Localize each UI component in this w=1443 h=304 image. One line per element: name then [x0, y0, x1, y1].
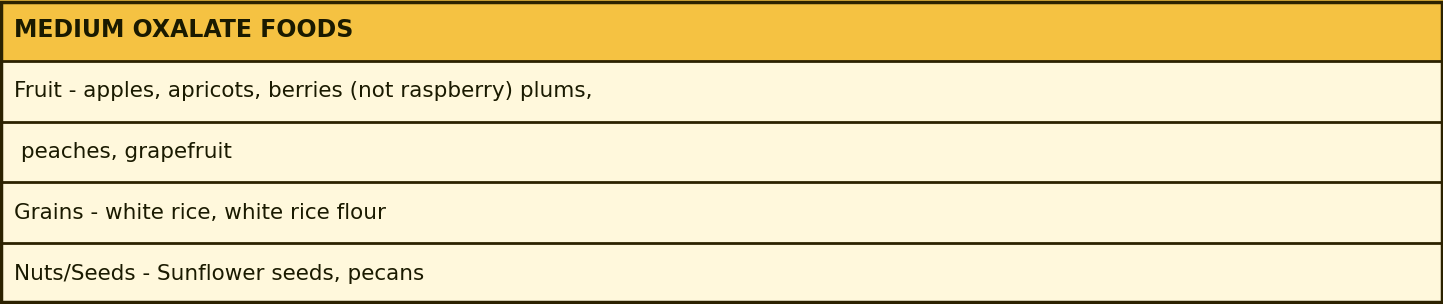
Text: Grains - white rice, white rice flour: Grains - white rice, white rice flour — [14, 203, 387, 223]
Text: peaches, grapefruit: peaches, grapefruit — [14, 142, 232, 162]
Text: MEDIUM OXALATE FOODS: MEDIUM OXALATE FOODS — [14, 19, 354, 42]
FancyBboxPatch shape — [0, 0, 1443, 61]
Text: Fruit - apples, apricots, berries (not raspberry) plums,: Fruit - apples, apricots, berries (not r… — [14, 81, 593, 101]
Text: Nuts/Seeds - Sunflower seeds, pecans: Nuts/Seeds - Sunflower seeds, pecans — [14, 264, 424, 284]
